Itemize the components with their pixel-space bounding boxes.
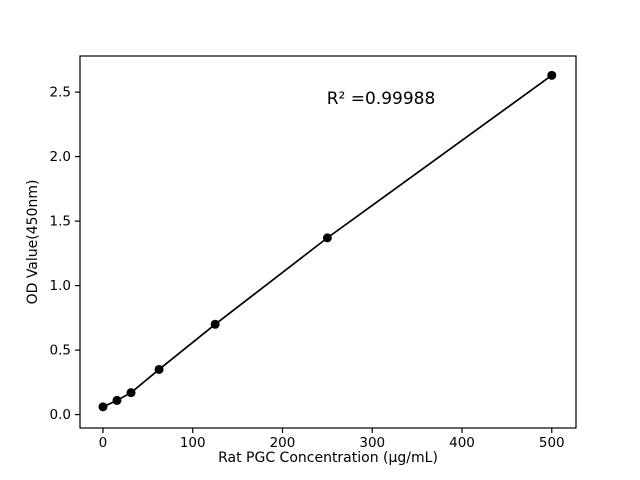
plot-spines [79,55,577,429]
data-point-marker [126,388,136,398]
data-point-marker [112,395,122,405]
x-tick-label: 0 [99,435,108,451]
x-axis-label: Rat PGC Concentration (μg/mL) [218,450,438,466]
r-squared-annotation: R² =0.99988 [326,89,436,109]
y-tick-label: 0.5 [50,343,71,359]
x-tick-label: 500 [539,435,565,451]
data-point-marker [547,70,557,80]
data-point-marker [322,233,332,243]
y-axis-label: OD Value(450nm) [25,179,41,305]
y-tick-label: 2.5 [50,85,71,101]
x-tick-label: 300 [359,435,385,451]
x-tick-label: 200 [270,435,296,451]
data-point-marker [210,319,220,329]
y-tick-label: 0.0 [50,407,71,423]
y-tick-label: 2.0 [50,149,71,165]
data-point-marker [154,364,164,374]
x-tick-label: 400 [449,435,475,451]
y-tick-label: 1.5 [50,214,71,230]
x-tick-label: 100 [180,435,206,451]
y-tick-label: 1.0 [50,278,71,294]
data-point-marker [98,402,108,412]
